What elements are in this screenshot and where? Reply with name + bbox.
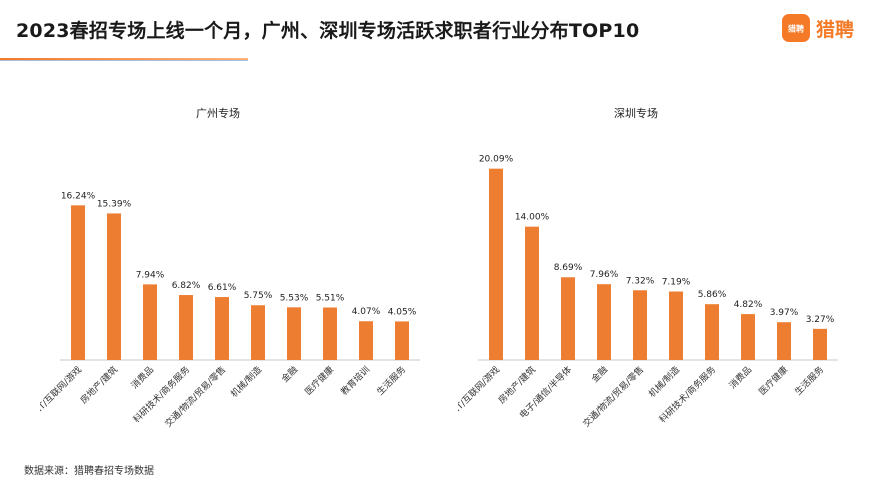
gz-category-label: 房地产/建筑	[78, 364, 120, 406]
gz-bar	[287, 307, 301, 360]
sz-bar-value-label: 8.69%	[554, 263, 583, 273]
gz-category-label: 金融	[279, 364, 300, 385]
sz-bar-value-label: 20.09%	[479, 155, 514, 165]
data-source-note: 数据来源：猎聘春招专场数据	[24, 466, 154, 477]
sz-bar	[669, 291, 683, 360]
guangzhou-chart: 广州专场 16.24% IT/互联网/游戏 15.39% 房地产/建筑 7.94% 消费品 6…	[40, 90, 440, 460]
sz-bar	[633, 290, 647, 360]
sz-bar-value-label: 7.32%	[626, 276, 655, 286]
title-underline	[0, 58, 248, 60]
sz-bar-value-label: 3.97%	[770, 308, 799, 318]
logo-icon: 猎聘	[782, 14, 810, 42]
sz-category-label: 交通/物流/贸易/零售	[580, 364, 646, 430]
gz-bar-value-label: 5.51%	[316, 294, 345, 304]
sz-chart-title: 深圳专场	[614, 106, 658, 120]
logo-text: 猎聘	[816, 18, 855, 41]
gz-bar-value-label: 15.39%	[97, 199, 132, 209]
gz-bar-value-label: 16.24%	[61, 191, 96, 201]
gz-bar	[323, 307, 337, 360]
sz-bar-value-label: 4.82%	[734, 300, 763, 310]
sz-category-label: IT/互联网/游戏	[458, 364, 502, 414]
liepin-logo: 猎聘 猎聘	[782, 14, 854, 42]
gz-bar	[143, 284, 157, 360]
sz-bar	[597, 284, 611, 360]
sz-category-label: 科研技术/商务服务	[657, 364, 719, 426]
gz-bar-value-label: 4.07%	[352, 307, 381, 317]
sz-bar-value-label: 5.86%	[698, 290, 727, 300]
gz-bar-value-label: 5.75%	[244, 291, 273, 301]
gz-bar	[179, 295, 193, 360]
shenzhen-bar-chart: 深圳专场20.09%IT/互联网/游戏14.00%房地产/建筑8.69%电子/通…	[458, 106, 838, 430]
gz-category-label: 消费品	[129, 364, 157, 392]
sz-bar-value-label: 3.27%	[806, 315, 835, 325]
gz-bar-value-label: 4.05%	[388, 307, 417, 317]
sz-bar	[489, 168, 503, 360]
gz-bar-value-label: 5.53%	[280, 293, 309, 303]
sz-bar-value-label: 7.19%	[662, 278, 691, 288]
gz-bar	[251, 305, 265, 360]
sz-category-label: 机械/制造	[646, 364, 682, 400]
sz-bar	[813, 328, 827, 360]
sz-category-label: 医疗健康	[756, 364, 790, 398]
sz-bar	[525, 226, 539, 360]
sz-category-label: 生活服务	[792, 364, 826, 398]
sz-bar-value-label: 7.96%	[590, 270, 619, 280]
sz-bar	[561, 277, 575, 360]
gz-bar-value-label: 6.82%	[172, 281, 201, 291]
gz-bar	[71, 205, 85, 360]
gz-chart-title: 广州专场	[196, 106, 240, 120]
gz-bar	[359, 321, 373, 360]
sz-category-label: 金融	[589, 364, 610, 385]
gz-bar	[215, 297, 229, 360]
shenzhen-chart: 深圳专场 20.09% IT/互联网/游戏 14.00% 房地产/建筑 8.69% 电子/通…	[458, 90, 858, 460]
title-underline-shadow	[0, 60, 248, 61]
guangzhou-bar-chart: 广州专场 16.24% IT/互联网/游戏 15.39% 房地产/建筑 7.94% 消费品 6…	[40, 106, 420, 430]
gz-category-label: 交通/物流/贸易/零售	[162, 364, 228, 430]
gz-category-label: 教育培训	[338, 364, 372, 398]
sz-category-label: 消费品	[727, 364, 755, 392]
sz-bar	[705, 304, 719, 360]
gz-bar	[107, 213, 121, 360]
sz-bar-value-label: 14.00%	[515, 213, 550, 223]
gz-bar-value-label: 7.94%	[136, 270, 165, 280]
gz-category-label: 医疗健康	[302, 364, 336, 398]
logo-glyph: 猎聘	[787, 24, 804, 34]
sz-bar	[741, 314, 755, 360]
logo-glyph-icon: 猎聘	[787, 24, 804, 34]
gz-category-label: IT/互联网/游戏	[40, 364, 84, 414]
gz-category-label: 机械/制造	[228, 364, 264, 400]
gz-category-label: 生活服务	[374, 364, 408, 398]
sz-bar	[777, 322, 791, 360]
page-title: 2023春招专场上线一个月，广州、深圳专场活跃求职者行业分布TOP10	[16, 20, 640, 42]
gz-bar	[395, 321, 409, 360]
gz-bar-value-label: 6.61%	[208, 283, 237, 293]
